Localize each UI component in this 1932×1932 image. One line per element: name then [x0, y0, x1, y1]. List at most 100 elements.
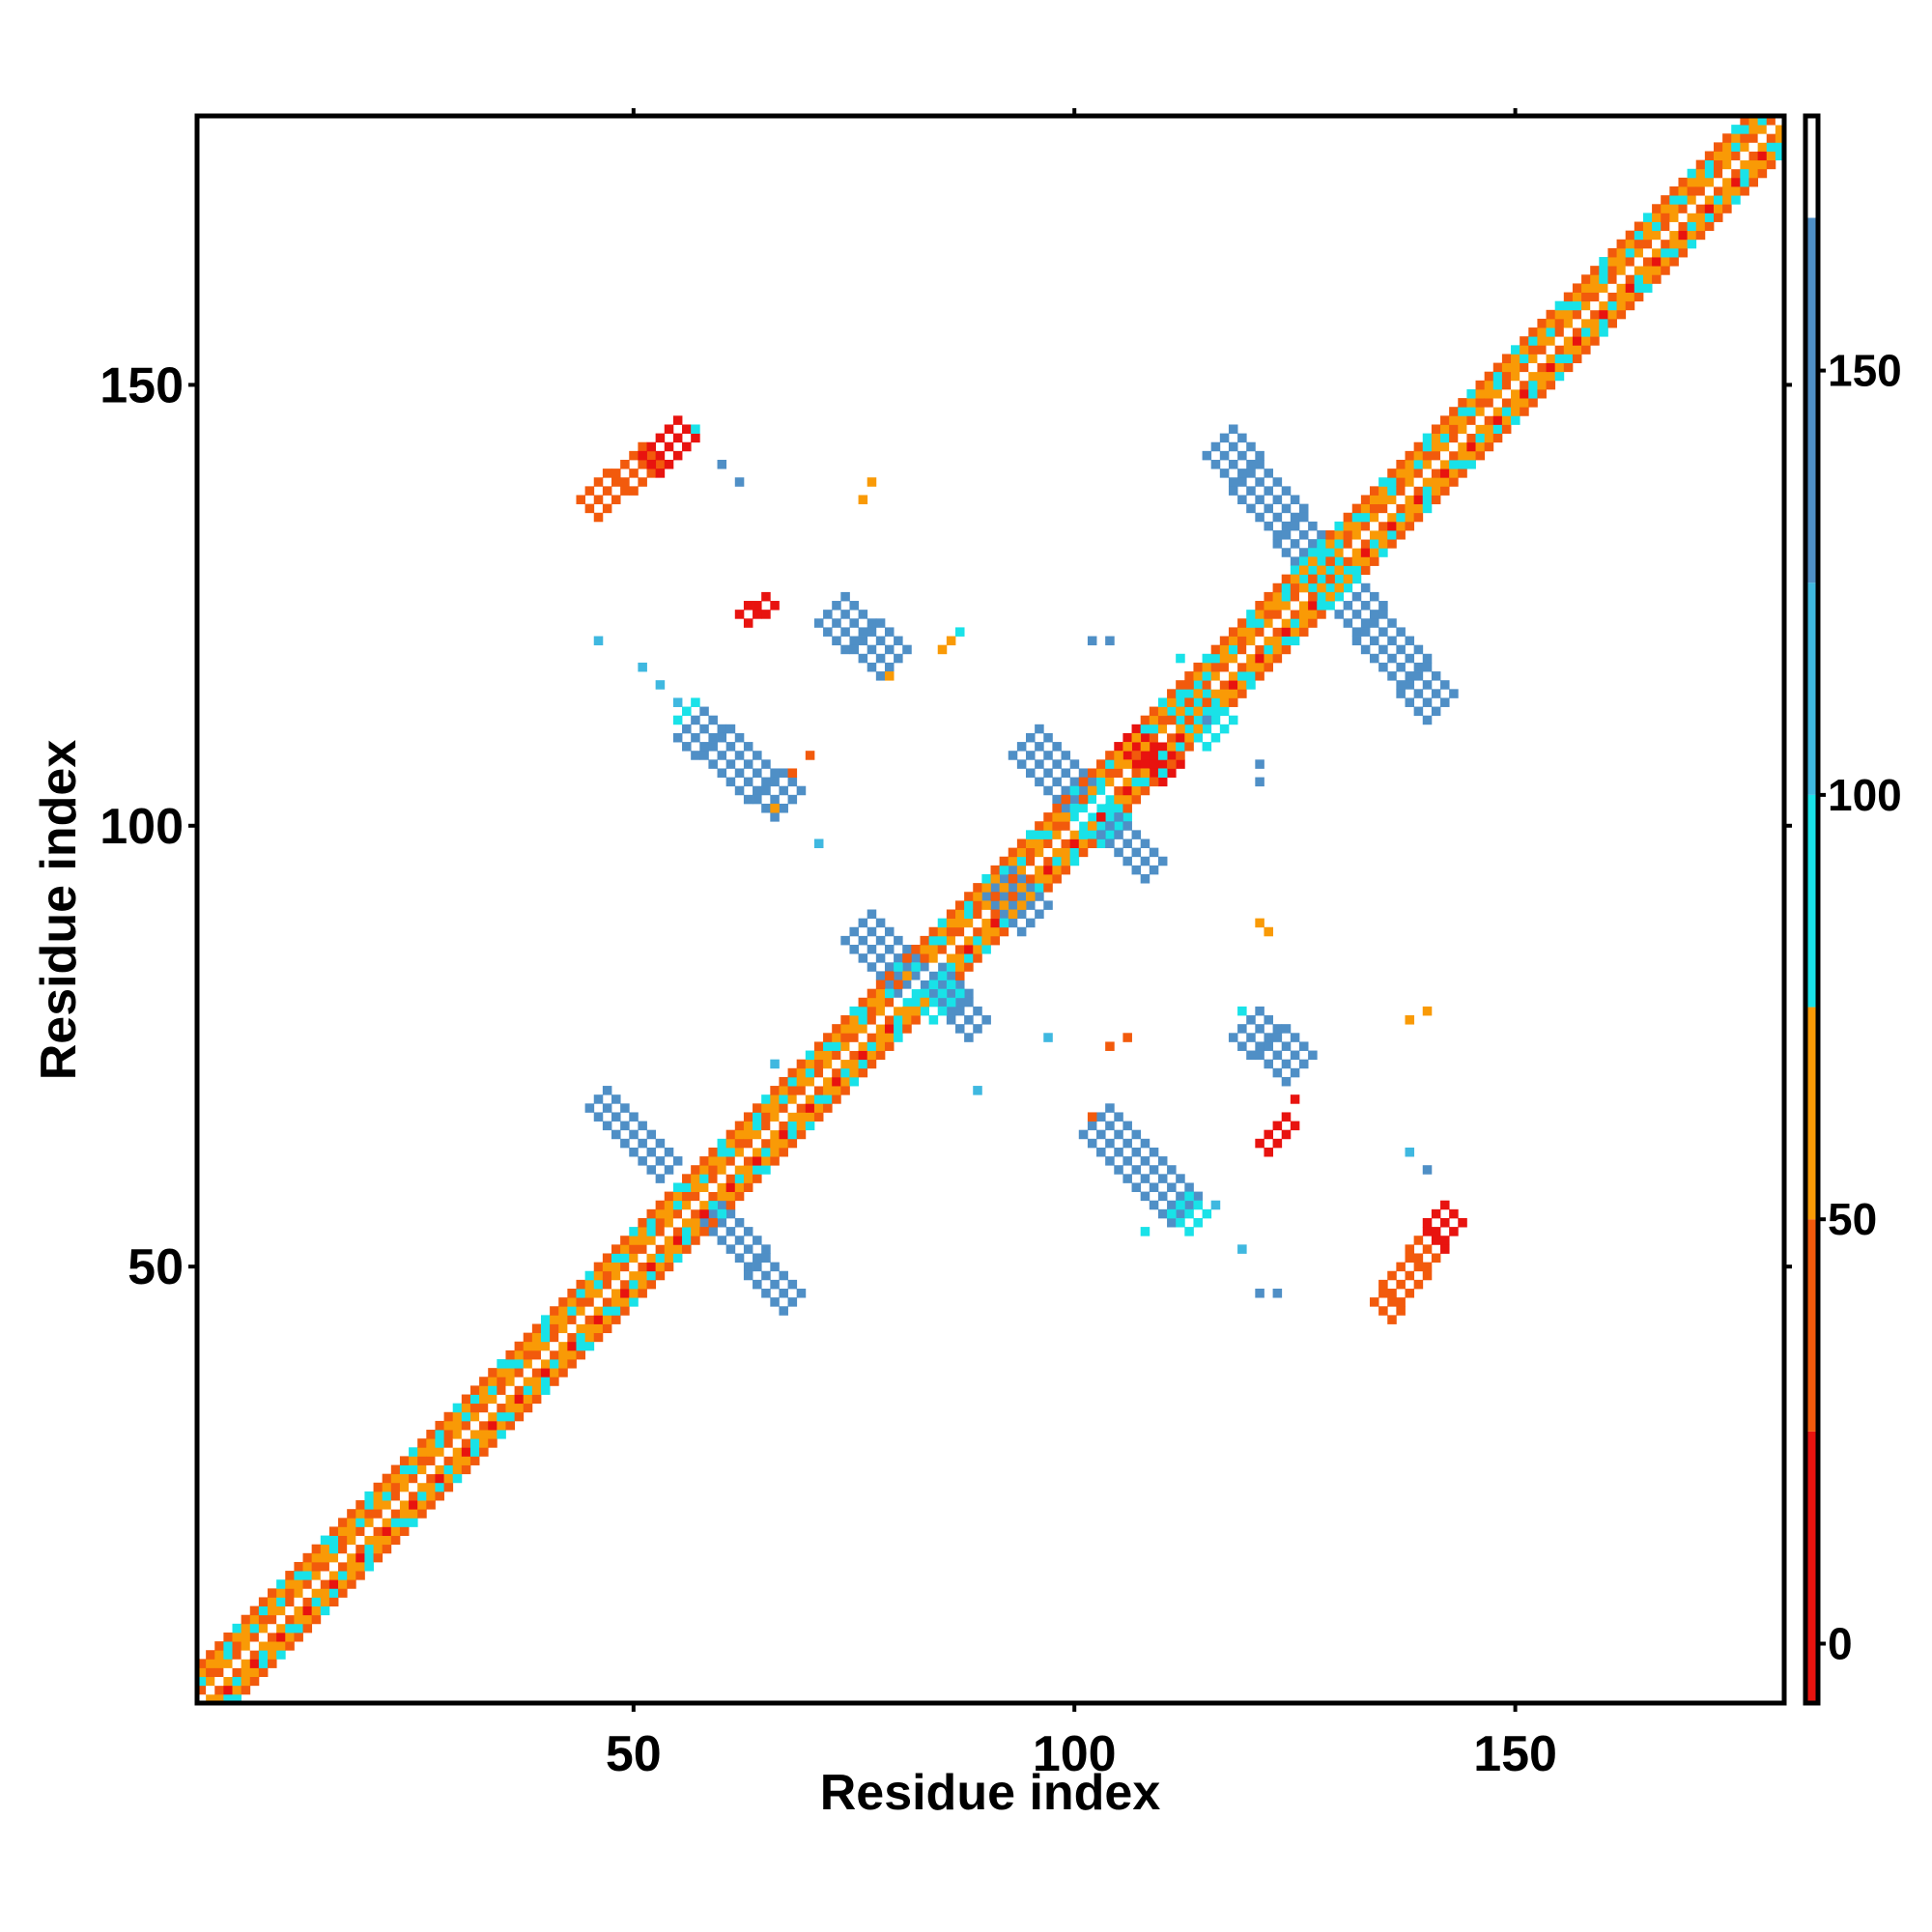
- heatmap-cell: [1008, 856, 1018, 867]
- heatmap-cell: [258, 1667, 269, 1678]
- heatmap-cell: [602, 1288, 612, 1298]
- heatmap-cell: [1281, 530, 1292, 540]
- heatmap-cell: [655, 680, 666, 690]
- heatmap-cell: [1422, 680, 1433, 690]
- heatmap-cell: [1431, 689, 1441, 698]
- heatmap-cell: [928, 935, 939, 946]
- heatmap-cell: [1528, 398, 1538, 408]
- heatmap-cell: [1255, 601, 1264, 611]
- heatmap-cell: [479, 1438, 489, 1448]
- heatmap-cell: [1105, 821, 1115, 831]
- heatmap-cell: [1264, 601, 1273, 611]
- heatmap-cell: [1405, 1288, 1415, 1298]
- heatmap-cell: [531, 1385, 542, 1395]
- heatmap-cell: [1378, 1279, 1388, 1290]
- heatmap-cell: [214, 1659, 224, 1668]
- heatmap-cell: [1114, 777, 1123, 787]
- heatmap-cell: [884, 980, 895, 990]
- heatmap-cell: [1704, 195, 1715, 205]
- heatmap-cell: [197, 1676, 207, 1687]
- heatmap-cell: [1255, 644, 1264, 655]
- heatmap-cell: [1572, 327, 1582, 337]
- heatmap-cell: [390, 1500, 401, 1510]
- heatmap-cell: [1061, 768, 1071, 778]
- heatmap-cell: [531, 1350, 542, 1360]
- heatmap-cell: [1035, 838, 1044, 849]
- heatmap-cell: [664, 1200, 674, 1210]
- heatmap-cell: [531, 1332, 542, 1343]
- heatmap-cell: [1219, 636, 1230, 646]
- heatmap-cell: [514, 1411, 525, 1422]
- heatmap-cell: [1087, 768, 1097, 778]
- heatmap-cell: [417, 1464, 427, 1475]
- heatmap-cell: [364, 1561, 374, 1572]
- heatmap-cell: [1405, 1015, 1415, 1025]
- heatmap-cell: [717, 751, 727, 760]
- heatmap-cell: [858, 918, 868, 928]
- heatmap-cell: [364, 1552, 374, 1563]
- heatmap-cell: [1202, 715, 1212, 725]
- heatmap-cell: [1440, 450, 1450, 461]
- heatmap-cell: [1105, 759, 1115, 769]
- heatmap-cell: [884, 1041, 895, 1051]
- heatmap-cell: [849, 1041, 859, 1051]
- heatmap-cell: [849, 644, 859, 655]
- heatmap-cell: [1449, 407, 1459, 416]
- heatmap-cell: [1281, 503, 1292, 514]
- heatmap-cell: [505, 1394, 515, 1405]
- heatmap-cell: [813, 838, 824, 849]
- heatmap-cell: [1669, 213, 1679, 222]
- heatmap-cell: [1122, 812, 1132, 822]
- heatmap-cell: [691, 1165, 700, 1175]
- heatmap-cell: [743, 1112, 753, 1122]
- heatmap-cell: [1642, 283, 1653, 293]
- y-tick-label: 100: [99, 799, 184, 855]
- heatmap-cell: [1237, 1024, 1247, 1034]
- heatmap-cell: [884, 644, 895, 655]
- heatmap-cell: [1607, 309, 1617, 320]
- heatmap-cell: [1228, 697, 1238, 707]
- heatmap-cell: [550, 1315, 559, 1324]
- heatmap-cell: [1043, 873, 1053, 884]
- heatmap-cell: [691, 433, 700, 443]
- heatmap-cell: [761, 1156, 771, 1166]
- heatmap-cell: [1246, 1050, 1256, 1061]
- heatmap-cell: [691, 1227, 700, 1236]
- heatmap-cell: [1590, 274, 1600, 284]
- heatmap-cell: [973, 935, 982, 946]
- heatmap-cell: [1255, 1041, 1264, 1051]
- heatmap-cell: [1264, 503, 1273, 514]
- heatmap-cell: [206, 1693, 215, 1704]
- heatmap-cell: [443, 1438, 454, 1448]
- heatmap-cell: [593, 636, 604, 646]
- heatmap-cell: [620, 1262, 630, 1272]
- heatmap-cell: [1678, 195, 1688, 205]
- heatmap-cell: [1272, 1138, 1283, 1149]
- x-axis-label: Residue index: [820, 1765, 1161, 1821]
- heatmap-cell: [505, 1411, 515, 1422]
- heatmap-cell: [1687, 204, 1697, 213]
- heatmap-cell: [1678, 247, 1688, 258]
- heatmap-cell: [328, 1571, 339, 1580]
- heatmap-cell: [1607, 283, 1617, 293]
- heatmap-cell: [717, 1156, 727, 1166]
- heatmap-cell: [417, 1491, 427, 1501]
- heatmap-cell: [1740, 133, 1749, 143]
- heatmap-cell: [954, 1006, 965, 1016]
- heatmap-cell: [1298, 627, 1309, 637]
- heatmap-cell: [1369, 486, 1379, 496]
- heatmap-cell: [1114, 812, 1123, 822]
- heatmap-cell: [1378, 495, 1388, 505]
- heatmap-cell: [743, 1165, 753, 1175]
- heatmap-cell: [1775, 142, 1785, 152]
- heatmap-cell: [646, 1208, 657, 1219]
- heatmap-cell: [655, 1156, 666, 1166]
- heatmap-cell: [1228, 1033, 1238, 1042]
- heatmap-cell: [638, 459, 647, 469]
- heatmap-cell: [1016, 838, 1027, 849]
- heatmap-cell: [620, 477, 630, 487]
- heatmap-cell: [435, 1420, 444, 1431]
- heatmap-cell: [858, 1059, 868, 1069]
- heatmap-cell: [1625, 230, 1635, 241]
- heatmap-cell: [867, 1041, 877, 1051]
